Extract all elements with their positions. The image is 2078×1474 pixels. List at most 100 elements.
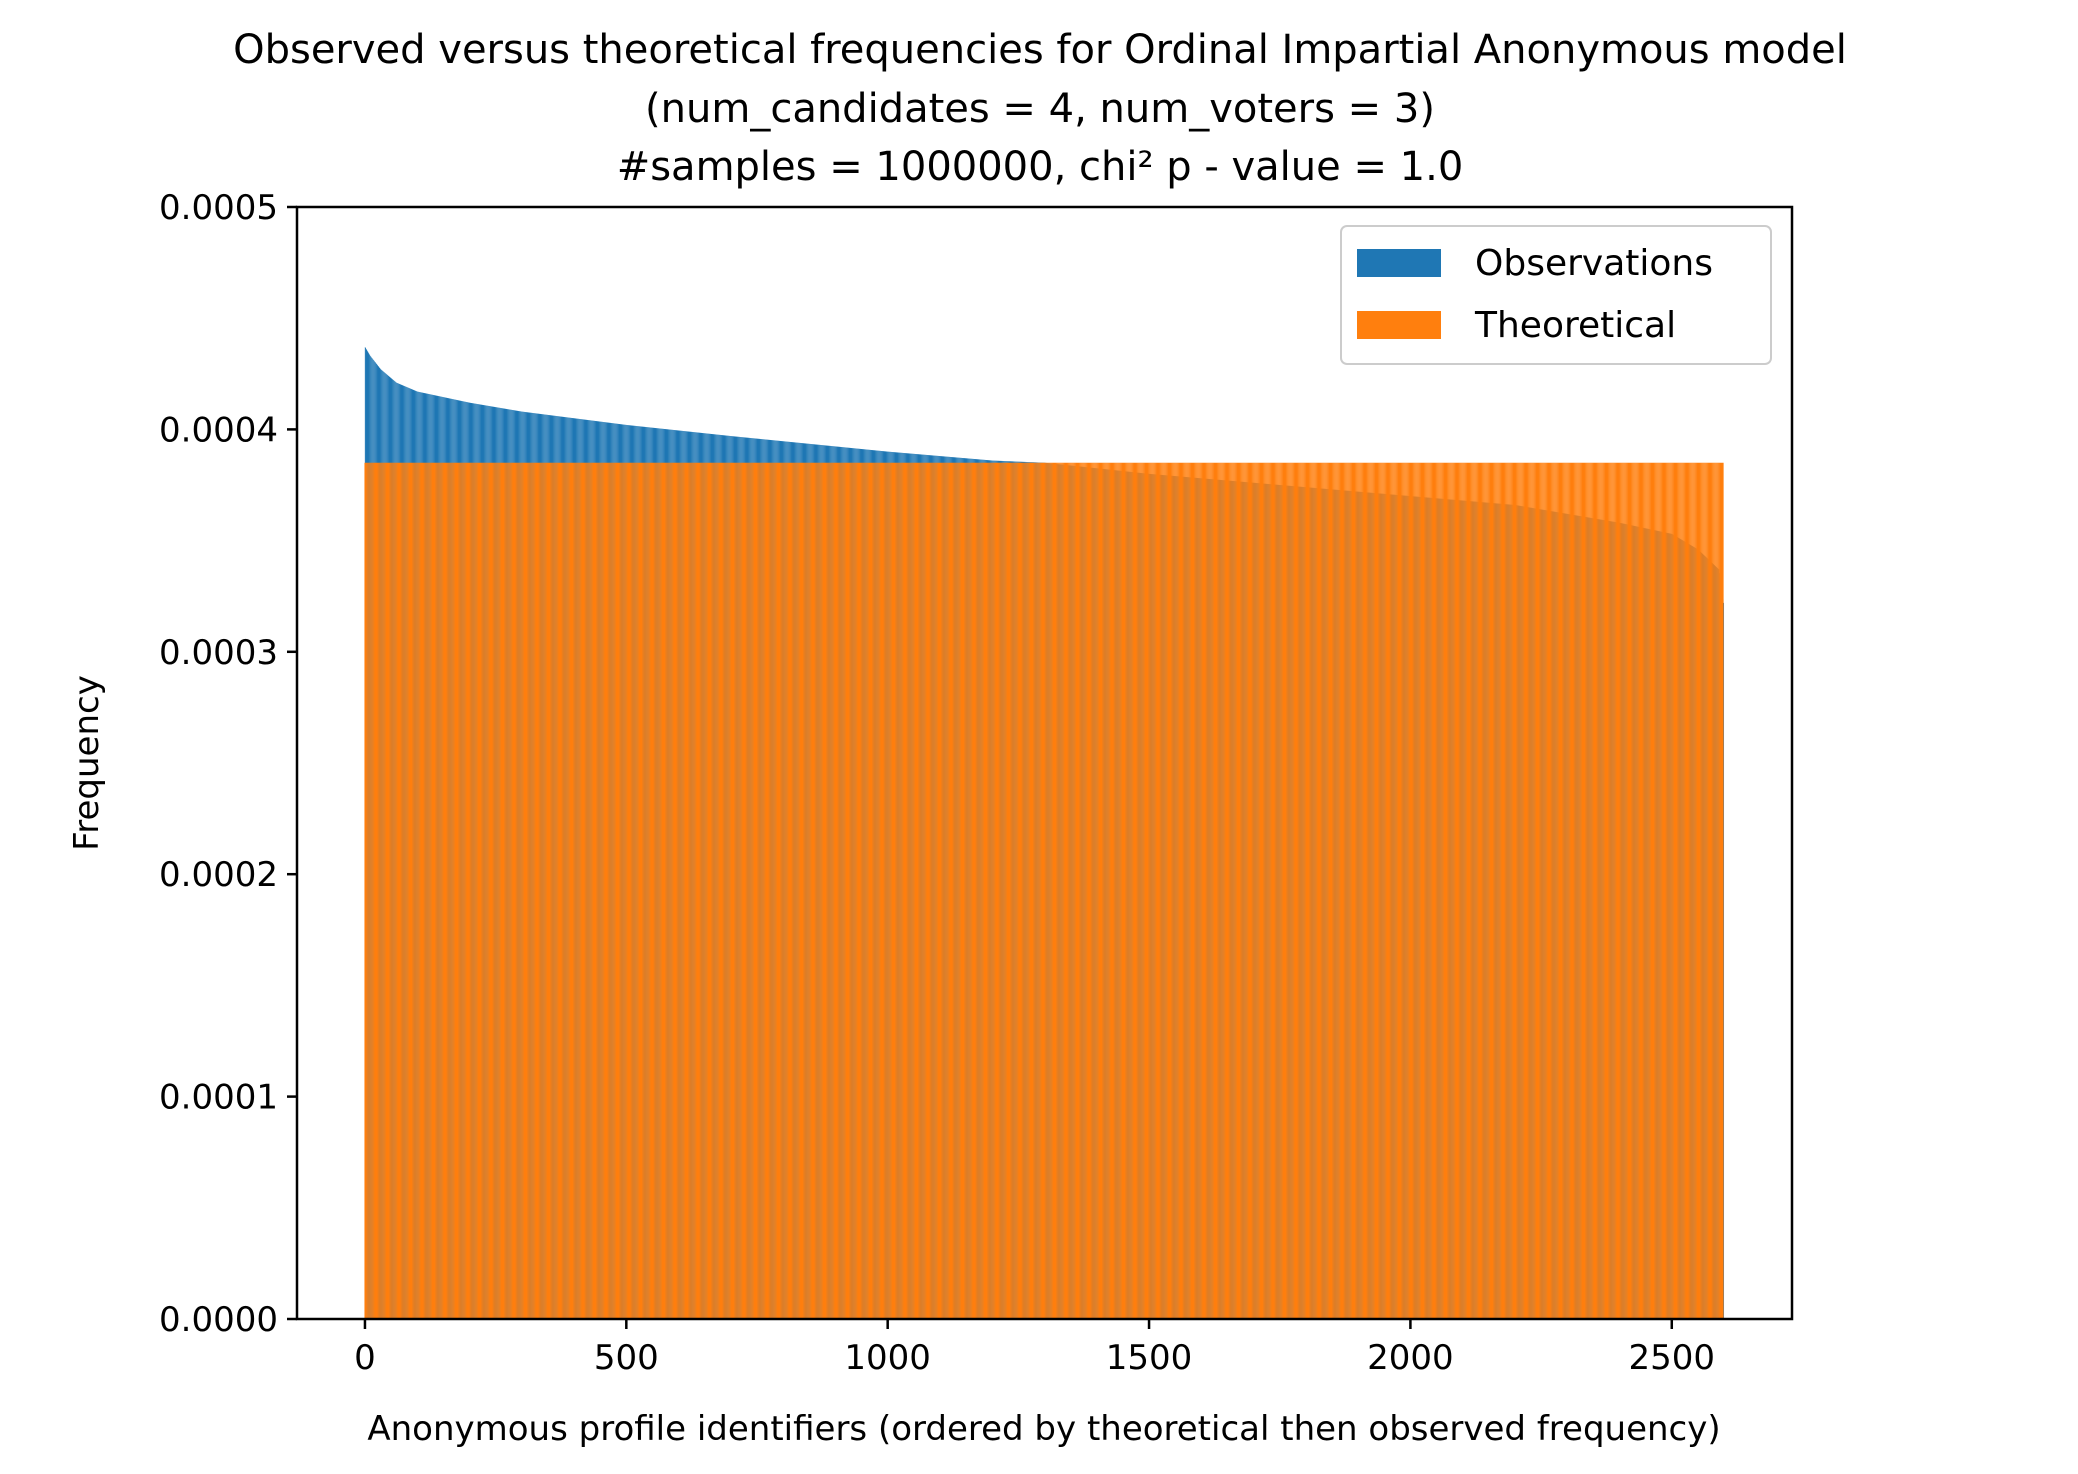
bar-theoretical [1611, 462, 1612, 1319]
bar-theoretical [467, 462, 469, 1319]
bar-theoretical [1252, 462, 1253, 1319]
bar-theoretical [1522, 462, 1523, 1319]
bar-theoretical [1007, 462, 1009, 1319]
bar-theoretical [1464, 462, 1466, 1319]
bar-theoretical [679, 462, 680, 1319]
bar-theoretical [1538, 462, 1540, 1319]
bar-theoretical [761, 462, 762, 1319]
bar-theoretical [1599, 462, 1600, 1319]
bar-theoretical [520, 462, 522, 1319]
bar-theoretical [645, 462, 647, 1319]
bar-theoretical [865, 462, 867, 1319]
bar-theoretical [1232, 462, 1234, 1319]
bar-theoretical [1541, 462, 1543, 1319]
bar-theoretical [1137, 462, 1138, 1319]
bar-theoretical [1583, 462, 1585, 1319]
bar-theoretical [385, 462, 386, 1319]
bar-theoretical [979, 462, 980, 1319]
bar-theoretical [612, 462, 613, 1319]
bar-theoretical [608, 462, 609, 1319]
bar-theoretical [1307, 462, 1309, 1319]
bar-theoretical [1168, 462, 1170, 1319]
bar-theoretical [1523, 462, 1524, 1319]
bar-theoretical [1453, 462, 1454, 1319]
bar-theoretical [1388, 462, 1390, 1319]
bar-theoretical [910, 462, 911, 1319]
bar-theoretical [859, 462, 861, 1319]
bar-theoretical [842, 462, 843, 1319]
bar-theoretical [1552, 462, 1554, 1319]
bar-theoretical [1162, 462, 1163, 1319]
bar-theoretical [1638, 462, 1639, 1319]
bar-theoretical [732, 462, 734, 1319]
bar-theoretical [904, 462, 906, 1319]
bar-theoretical [1476, 462, 1478, 1319]
bar-theoretical [1509, 462, 1510, 1319]
bar-theoretical [1349, 462, 1350, 1319]
bar-theoretical [1248, 462, 1249, 1319]
bar-theoretical [1579, 462, 1580, 1319]
bar-theoretical [1348, 462, 1349, 1319]
bar-theoretical [523, 462, 525, 1319]
bar-theoretical [580, 462, 581, 1319]
bar-theoretical [471, 462, 472, 1319]
bar-theoretical [1364, 462, 1366, 1319]
bar-theoretical [1350, 462, 1351, 1319]
bar-theoretical [394, 462, 395, 1319]
bar-theoretical [954, 462, 956, 1319]
bar-theoretical [1118, 462, 1120, 1319]
bar-theoretical [1649, 462, 1651, 1319]
bar-theoretical [781, 462, 782, 1319]
bar-theoretical [1114, 462, 1116, 1319]
bar-theoretical [658, 462, 660, 1319]
bar-theoretical [1306, 462, 1308, 1319]
bar-theoretical [933, 462, 934, 1319]
bar-theoretical [678, 462, 680, 1319]
bar-theoretical [1175, 462, 1177, 1319]
bar-theoretical [895, 462, 896, 1319]
bar-theoretical [1415, 462, 1417, 1319]
bar-theoretical [1088, 462, 1090, 1319]
bar-theoretical [1531, 462, 1532, 1319]
bar-theoretical [1577, 462, 1578, 1319]
bar-theoretical [543, 462, 544, 1319]
bar-theoretical [984, 462, 986, 1319]
bar-theoretical [1502, 462, 1504, 1319]
bar-theoretical [1367, 462, 1369, 1319]
bar-theoretical [1451, 462, 1452, 1319]
bar-theoretical [1156, 462, 1158, 1319]
bar-theoretical [606, 462, 608, 1319]
bar-theoretical [1391, 462, 1392, 1319]
bar-theoretical [1035, 462, 1037, 1319]
bar-theoretical [650, 462, 651, 1319]
bar-theoretical [625, 462, 626, 1319]
bar-theoretical [1234, 462, 1236, 1319]
bar-theoretical [1537, 462, 1539, 1319]
bar-theoretical [1447, 462, 1448, 1319]
bar-theoretical [891, 462, 893, 1319]
bar-theoretical [1274, 462, 1275, 1319]
bar-theoretical [424, 462, 426, 1319]
bar-theoretical [928, 462, 930, 1319]
bar-theoretical [918, 462, 919, 1319]
bar-theoretical [972, 462, 974, 1319]
bar-theoretical [958, 462, 960, 1319]
bar-theoretical [1517, 462, 1519, 1319]
bar-theoretical [1417, 462, 1419, 1319]
bar-theoretical [537, 462, 539, 1319]
bar-theoretical [738, 462, 740, 1319]
bar-theoretical [528, 462, 529, 1319]
bar-theoretical [1657, 462, 1659, 1319]
bar-theoretical [1358, 462, 1359, 1319]
bar-theoretical [1424, 462, 1425, 1319]
bar-theoretical [393, 462, 394, 1319]
bar-theoretical [1202, 462, 1204, 1319]
bar-theoretical [1525, 462, 1527, 1319]
bar-theoretical [1227, 462, 1229, 1319]
bar-theoretical [1093, 462, 1094, 1319]
bar-theoretical [768, 462, 769, 1319]
bar-theoretical [1294, 462, 1295, 1319]
bar-theoretical [864, 462, 866, 1319]
bar-theoretical [1588, 462, 1589, 1319]
bar-theoretical [1149, 462, 1150, 1319]
